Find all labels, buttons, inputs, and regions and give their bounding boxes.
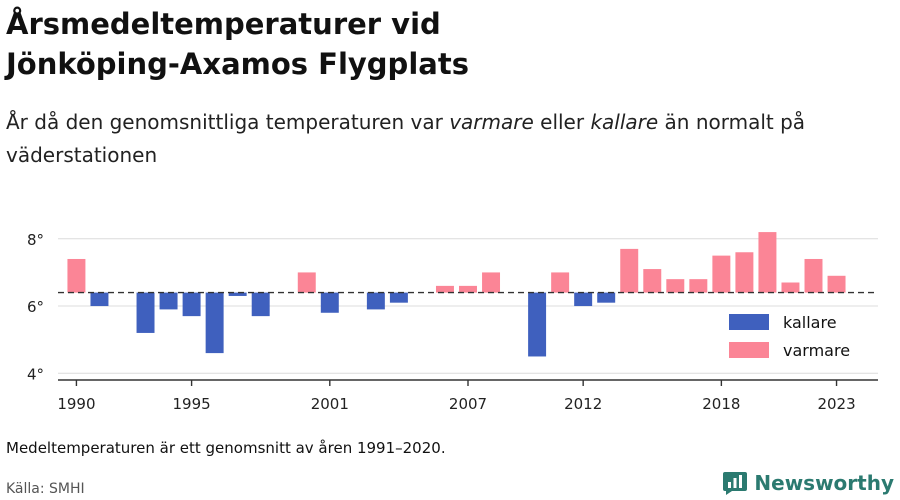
bar-warm [666,279,685,293]
bar-cold [389,292,408,303]
bar-cold [320,292,339,313]
x-tick-label: 2007 [449,395,487,413]
subtitle-cold: kallare [590,110,659,134]
bar-cold [90,292,109,307]
legend-swatch-warm [729,342,769,358]
bar-warm [712,255,731,293]
bar-cold [574,292,593,307]
bar-warm [758,232,777,293]
chart-title-line-1: Årsmedeltemperaturer vid [6,7,441,41]
subtitle-text-1: År då den genomsnittliga temperaturen va… [6,110,450,134]
bar-warm [781,282,800,293]
y-tick-label: 8° [27,231,44,249]
bar-cold [205,292,224,354]
bar-cold [597,292,616,303]
bar-warm [804,258,823,293]
y-tick-label: 4° [27,365,44,383]
chart-note: Medeltemperaturen är ett genomsnitt av å… [6,439,446,457]
subtitle-text-2: eller [533,110,591,134]
legend-label-cold: kallare [783,313,837,332]
chart-title-line-2: Jönköping-Axamos Flygplats [6,47,469,81]
legend-swatch-cold [729,314,769,330]
subtitle-text-3: än normalt på väderstationen [6,110,806,167]
bar-warm [435,285,454,293]
bar-cold [182,292,201,317]
chart-title: Årsmedeltemperaturer vid Jönköping-Axamo… [6,4,866,84]
bar-cold [159,292,178,310]
subtitle-warm: varmare [449,110,534,134]
bar-warm [620,248,639,293]
bar-cold [136,292,155,333]
x-tick-label: 1990 [57,395,95,413]
bar-cold [366,292,385,310]
bar-warm [482,272,501,293]
newsworthy-logo: Newsworthy [722,470,894,496]
legend-label-warm: varmare [783,341,850,360]
x-tick-label: 1995 [173,395,211,413]
bar-warm [67,258,86,293]
newsworthy-logo-icon [723,472,748,495]
bar-warm [297,272,316,293]
y-tick-label: 6° [27,298,44,316]
bar-warm [459,285,477,293]
x-tick-label: 2012 [564,395,602,413]
chart-subtitle: År då den genomsnittliga temperaturen va… [6,106,886,172]
bar-cold [251,292,270,317]
bar-warm [643,269,662,293]
bar-warm [551,272,570,293]
x-tick-label: 2001 [311,395,349,413]
bar-warm [827,275,846,293]
x-tick-label: 2023 [817,395,855,413]
newsworthy-logo-text: Newsworthy [754,471,894,495]
bar-warm [689,279,708,293]
bar-cold [228,292,247,296]
bar-warm [735,252,754,293]
x-tick-label: 2018 [702,395,740,413]
chart-source: Källa: SMHI [6,481,85,497]
bar-cold [528,292,547,357]
